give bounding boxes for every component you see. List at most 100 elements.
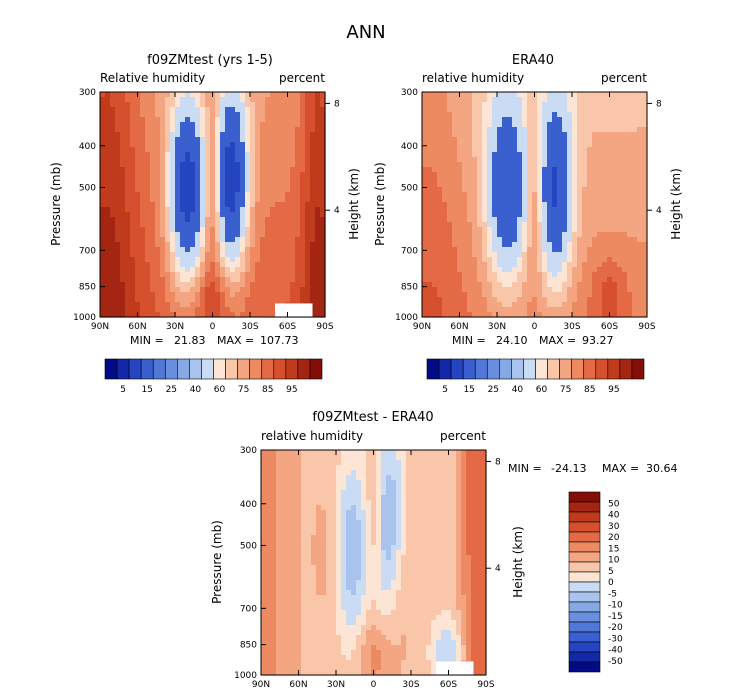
heatmap-cell <box>160 262 166 268</box>
heatmap-cell <box>527 97 533 103</box>
heatmap-cell <box>472 227 478 233</box>
heatmap-cell <box>310 262 316 268</box>
heatmap-cell <box>220 137 226 143</box>
heatmap-cell <box>301 550 307 556</box>
heatmap-cell <box>331 590 337 596</box>
heatmap-cell <box>150 312 156 318</box>
heatmap-cell <box>477 267 483 273</box>
heatmap-cell <box>185 292 191 298</box>
heatmap-cell <box>492 287 498 293</box>
heatmap-cell <box>271 510 277 516</box>
heatmap-cell <box>320 122 326 128</box>
heatmap-cell <box>532 227 538 233</box>
heatmap-cell <box>301 610 307 616</box>
heatmap-cell <box>311 465 317 471</box>
heatmap-cell <box>100 102 106 108</box>
heatmap-cell <box>261 670 267 676</box>
heatmap-cell <box>265 132 271 138</box>
heatmap-cell <box>467 167 473 173</box>
heatmap-cell <box>185 107 191 113</box>
heatmap-cell <box>140 112 146 118</box>
heatmap-cell <box>522 227 528 233</box>
y-tick-label: 300 <box>401 88 418 98</box>
heatmap-cell <box>296 650 302 656</box>
heatmap-cell <box>482 282 488 288</box>
heatmap-cell <box>265 127 271 133</box>
max-label: MAX = <box>217 334 254 347</box>
heatmap-cell <box>637 97 643 103</box>
heatmap-cell <box>100 212 106 218</box>
heatmap-cell <box>300 262 306 268</box>
heatmap-cell <box>180 312 186 318</box>
heatmap-cell <box>427 232 433 238</box>
heatmap-cell <box>175 157 181 163</box>
heatmap-cell <box>462 127 468 133</box>
heatmap-cell <box>155 272 161 278</box>
heatmap-cell <box>517 262 523 268</box>
heatmap-cell <box>632 312 638 318</box>
heatmap-cell <box>542 107 548 113</box>
heatmap-cell <box>341 480 347 486</box>
heatmap-cell <box>300 257 306 263</box>
heatmap-cell <box>642 152 648 158</box>
heatmap-cell <box>472 137 478 143</box>
heatmap-cell <box>512 162 518 168</box>
heatmap-cell <box>552 172 558 178</box>
heatmap-cell <box>291 645 297 651</box>
heatmap-cell <box>602 162 608 168</box>
heatmap-cell <box>215 112 221 118</box>
heatmap-cell <box>502 172 508 178</box>
heatmap-cell <box>245 257 251 263</box>
heatmap-cell <box>280 112 286 118</box>
heatmap-cell <box>432 97 438 103</box>
heatmap-cell <box>275 92 281 98</box>
heatmap-cell <box>140 127 146 133</box>
heatmap-cell <box>492 232 498 238</box>
heatmap-cell <box>290 287 296 293</box>
heatmap-cell <box>572 192 578 198</box>
heatmap-cell <box>315 297 321 303</box>
heatmap-cell <box>266 610 272 616</box>
colorbar-box <box>237 358 250 380</box>
heatmap-cell <box>562 277 568 283</box>
heatmap-cell <box>245 272 251 278</box>
heatmap-cell <box>296 590 302 596</box>
heatmap-cell <box>547 207 553 213</box>
heatmap-cell <box>331 580 337 586</box>
heatmap-cell <box>522 147 528 153</box>
heatmap-cell <box>320 312 326 318</box>
heatmap-cell <box>497 162 503 168</box>
heatmap-cell <box>502 242 508 248</box>
heatmap-cell <box>637 102 643 108</box>
heatmap-cell <box>286 550 292 556</box>
heatmap-cell <box>240 227 246 233</box>
heatmap-cell <box>602 247 608 253</box>
heatmap-cell <box>457 157 463 163</box>
heatmap-cell <box>261 490 267 496</box>
heatmap-cell <box>462 147 468 153</box>
heatmap-cell <box>321 630 327 636</box>
heatmap-cell <box>275 297 281 303</box>
heatmap-cell <box>200 137 206 143</box>
heatmap-cell <box>305 142 311 148</box>
heatmap-cell <box>276 605 282 611</box>
heatmap-cell <box>547 292 553 298</box>
heatmap-cell <box>260 277 266 283</box>
heatmap-cell <box>427 222 433 228</box>
heatmap-cell <box>497 187 503 193</box>
heatmap-cell <box>215 157 221 163</box>
heatmap-cell <box>487 142 493 148</box>
heatmap-cell <box>286 605 292 611</box>
heatmap-cell <box>637 272 643 278</box>
heatmap-cell <box>125 207 131 213</box>
heatmap-cell <box>326 505 332 511</box>
heatmap-cell <box>175 247 181 253</box>
heatmap-cell <box>115 162 121 168</box>
colorbar-box <box>559 358 572 380</box>
heatmap-cell <box>306 620 312 626</box>
heatmap-cell <box>195 302 201 308</box>
heatmap-cell <box>331 455 337 461</box>
heatmap-cell <box>331 505 337 511</box>
heatmap-cell <box>110 177 116 183</box>
heatmap-cell <box>200 142 206 148</box>
